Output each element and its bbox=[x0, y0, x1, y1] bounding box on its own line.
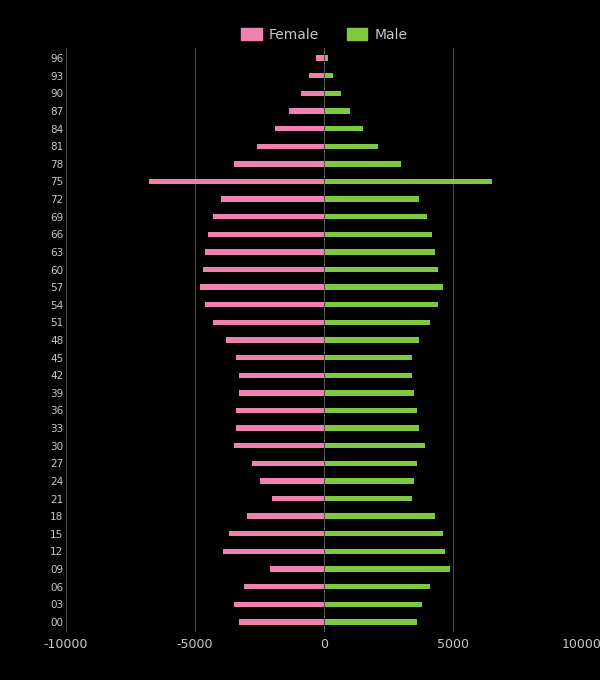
Bar bbox=[324, 355, 412, 360]
Bar bbox=[229, 531, 324, 537]
Bar bbox=[324, 108, 350, 114]
Bar bbox=[324, 566, 451, 572]
Bar bbox=[324, 56, 328, 61]
Bar bbox=[203, 267, 324, 272]
Bar bbox=[324, 161, 401, 167]
Bar bbox=[324, 232, 433, 237]
Bar bbox=[324, 197, 419, 202]
Bar bbox=[149, 179, 324, 184]
Bar bbox=[324, 443, 425, 448]
Bar bbox=[208, 232, 324, 237]
Bar bbox=[324, 478, 415, 483]
Bar bbox=[213, 320, 324, 325]
Bar bbox=[308, 73, 324, 78]
Bar bbox=[252, 460, 324, 466]
Bar bbox=[324, 408, 417, 413]
Bar bbox=[324, 320, 430, 325]
Bar bbox=[324, 426, 419, 430]
Bar bbox=[324, 337, 419, 343]
Bar bbox=[324, 179, 492, 184]
Bar bbox=[234, 602, 324, 607]
Bar bbox=[236, 408, 324, 413]
Bar bbox=[223, 549, 324, 554]
Bar bbox=[247, 513, 324, 519]
Bar bbox=[234, 443, 324, 448]
Bar bbox=[239, 390, 324, 396]
Bar bbox=[324, 460, 417, 466]
Bar bbox=[221, 197, 324, 202]
Bar bbox=[324, 373, 412, 378]
Legend: Female, Male: Female, Male bbox=[235, 22, 413, 48]
Bar bbox=[324, 602, 422, 607]
Bar bbox=[324, 284, 443, 290]
Bar bbox=[324, 90, 341, 96]
Bar bbox=[324, 126, 362, 131]
Bar bbox=[301, 90, 324, 96]
Bar bbox=[213, 214, 324, 220]
Bar bbox=[289, 108, 324, 114]
Bar bbox=[270, 566, 324, 572]
Bar bbox=[234, 161, 324, 167]
Bar bbox=[316, 56, 324, 61]
Bar bbox=[324, 531, 443, 537]
Bar bbox=[324, 549, 445, 554]
Bar bbox=[324, 250, 435, 254]
Bar bbox=[244, 584, 324, 590]
Bar bbox=[205, 302, 324, 307]
Bar bbox=[236, 355, 324, 360]
Bar bbox=[257, 143, 324, 149]
Bar bbox=[324, 619, 417, 624]
Bar bbox=[226, 337, 324, 343]
Bar bbox=[324, 214, 427, 220]
Bar bbox=[272, 496, 324, 501]
Bar bbox=[239, 373, 324, 378]
Bar bbox=[205, 250, 324, 254]
Bar bbox=[200, 284, 324, 290]
Bar bbox=[324, 496, 412, 501]
Bar bbox=[324, 267, 437, 272]
Bar bbox=[260, 478, 324, 483]
Bar bbox=[275, 126, 324, 131]
Bar bbox=[324, 73, 333, 78]
Bar bbox=[324, 513, 435, 519]
Bar bbox=[239, 619, 324, 624]
Bar bbox=[324, 584, 430, 590]
Bar bbox=[236, 426, 324, 430]
Bar bbox=[324, 143, 378, 149]
Bar bbox=[324, 390, 415, 396]
Bar bbox=[324, 302, 437, 307]
